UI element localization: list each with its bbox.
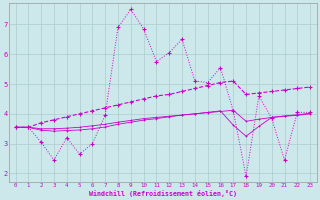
X-axis label: Windchill (Refroidissement éolien,°C): Windchill (Refroidissement éolien,°C) bbox=[89, 190, 237, 197]
